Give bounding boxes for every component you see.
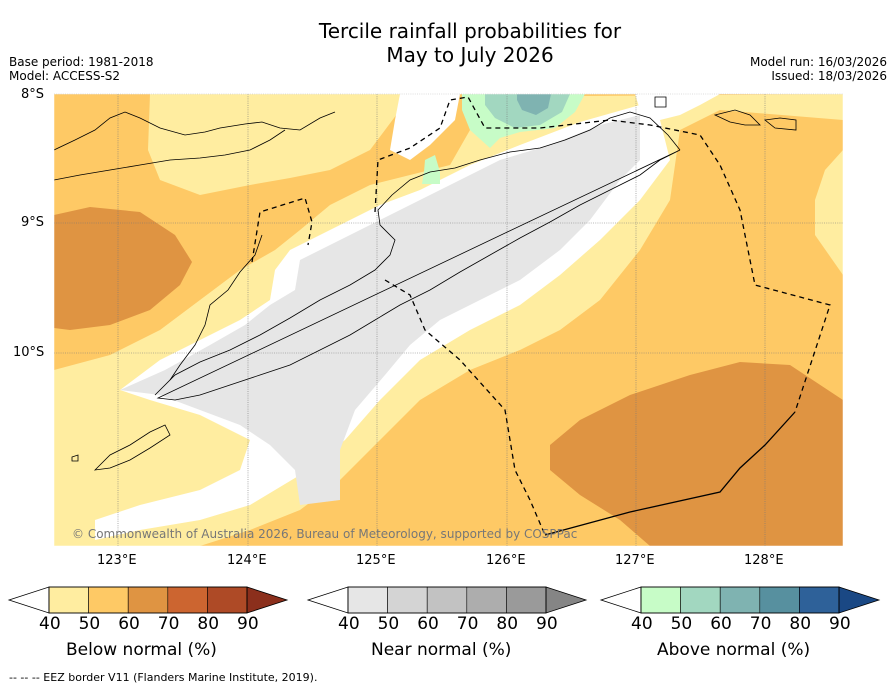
- lat-label-9s: 9°S: [21, 215, 45, 230]
- an-50-spot: [422, 155, 440, 184]
- cb-an-tick-90: 90: [829, 614, 851, 634]
- coast-timor-north: [154, 111, 681, 396]
- cb-an-extend-low: [599, 586, 642, 614]
- meta-left: Base period: 1981-2018 Model: ACCESS-S2: [9, 55, 154, 83]
- cb-bn-outline: [48, 586, 248, 614]
- cb-bn-extend-high: [246, 586, 289, 614]
- cb-label-near-normal: Near normal (%): [371, 640, 512, 660]
- cb-an-cell-4: [799, 586, 840, 614]
- lon-label-127e: 127°E: [615, 553, 655, 568]
- lon-label-126e: 126°E: [486, 553, 526, 568]
- model-run: Model run: 16/03/2026: [749, 55, 887, 69]
- cb-label-below-normal: Below normal (%): [66, 640, 217, 660]
- coast-islet-ne-2: [713, 109, 761, 126]
- coastlines: [54, 96, 797, 471]
- bn-70-region-se: [550, 362, 843, 546]
- cb-nn-tick-90: 90: [536, 614, 558, 634]
- lat-label-10s: 10°S: [13, 345, 45, 360]
- eez-solid-segment: [544, 411, 796, 536]
- cb-nn-extend-low: [306, 586, 349, 614]
- cb-an-extend-high: [838, 586, 881, 614]
- cb-bn-tick-90: 90: [237, 614, 259, 634]
- cb-nn-tick-80: 80: [496, 614, 519, 634]
- cb-nn-cell-2: [426, 586, 468, 614]
- cb-an-tick-70: 70: [749, 614, 772, 634]
- cb-bn-cell-1: [88, 586, 129, 614]
- lon-label-125e: 125°E: [356, 553, 396, 568]
- cb-nn-tick-60: 60: [417, 614, 439, 634]
- lon-label-123e: 123°E: [97, 553, 137, 568]
- cb-bn-extend-low: [7, 586, 50, 614]
- cb-an-outline: [640, 586, 840, 614]
- coast-islet-west: [71, 454, 79, 462]
- map-title: Tercile rainfall probabilities for May t…: [0, 19, 896, 67]
- cb-nn-cell-4: [506, 586, 547, 614]
- title-line-2: May to July 2026: [386, 43, 554, 67]
- cb-an-tick-60: 60: [710, 614, 732, 634]
- bn-50-region-east: [815, 150, 843, 275]
- eez-line-north: [251, 197, 313, 263]
- cb-an-tick-40: 40: [631, 614, 653, 634]
- coast-flores-east: [54, 111, 336, 151]
- an-70-region: [517, 94, 551, 115]
- cb-nn-cell-0: [347, 586, 388, 614]
- bn-70-region-west: [54, 207, 192, 330]
- cb-an-cell-0: [640, 586, 681, 614]
- model-name: Model: ACCESS-S2: [9, 69, 121, 83]
- cb-bn-cell-3: [167, 586, 208, 614]
- no-signal-region-north: [390, 94, 460, 160]
- cb-nn-cell-3: [466, 586, 507, 614]
- lon-label-124e: 124°E: [227, 553, 267, 568]
- cb-bn-tick-50: 50: [78, 614, 101, 634]
- cb-bn-cell-4: [207, 586, 248, 614]
- coast-islet-ne-1: [654, 96, 667, 108]
- cb-an-cell-3: [759, 586, 800, 614]
- cb-nn-tick-50: 50: [377, 614, 400, 634]
- lat-label-8s: 8°S: [21, 87, 45, 102]
- issued-date: Issued: 18/03/2026: [771, 69, 887, 83]
- cb-bn-tick-60: 60: [118, 614, 140, 634]
- cb-bn-tick-40: 40: [39, 614, 61, 634]
- colorbar-above-normal: [599, 586, 881, 614]
- nn-40-region: [120, 115, 640, 505]
- cb-nn-extend-high: [545, 586, 588, 614]
- cb-an-cell-1: [680, 586, 721, 614]
- cb-an-tick-80: 80: [789, 614, 812, 634]
- gridlines: [54, 93, 843, 546]
- colorbar-below-normal: [7, 586, 289, 614]
- copyright-notice: © Commonwealth of Australia 2026, Bureau…: [72, 527, 578, 541]
- coast-timor-south: [156, 149, 681, 401]
- lon-label-128e: 128°E: [744, 553, 784, 568]
- probability-field: [54, 94, 843, 546]
- coast-islet-ne-3: [764, 117, 797, 131]
- coast-west-timor-edge: [169, 234, 263, 381]
- map-frame: [53, 93, 844, 547]
- eez-border: [251, 96, 831, 536]
- cb-nn-cell-1: [387, 586, 428, 614]
- colorbar-near-normal: [306, 586, 588, 614]
- cb-nn-outline: [347, 586, 547, 614]
- cb-an-cell-2: [719, 586, 761, 614]
- cb-an-tick-50: 50: [670, 614, 693, 634]
- coast-rote: [93, 424, 171, 471]
- cb-nn-tick-40: 40: [338, 614, 360, 634]
- no-signal-region-ne: [635, 94, 720, 120]
- eez-footnote: -- -- -- EEZ border V11 (Flanders Marine…: [9, 671, 318, 684]
- meta-right: Model run: 16/03/2026 Issued: 18/03/2026: [750, 55, 887, 83]
- cb-nn-tick-70: 70: [456, 614, 479, 634]
- cb-bn-tick-80: 80: [197, 614, 220, 634]
- coast-alor: [54, 129, 286, 181]
- bn-50-region-north: [148, 94, 410, 195]
- eez-line-south: [384, 279, 546, 536]
- cb-bn-cell-2: [127, 586, 169, 614]
- cb-bn-tick-70: 70: [157, 614, 180, 634]
- cb-bn-cell-0: [48, 586, 89, 614]
- title-line-1: Tercile rainfall probabilities for: [318, 19, 622, 43]
- base-period: Base period: 1981-2018: [9, 55, 154, 69]
- cb-label-above-normal: Above normal (%): [657, 640, 811, 660]
